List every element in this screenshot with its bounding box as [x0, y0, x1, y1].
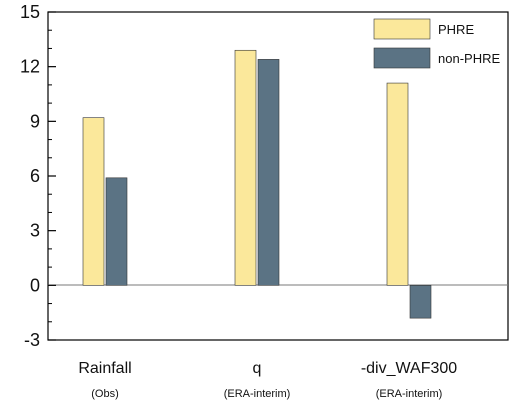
legend-swatch — [373, 18, 431, 40]
bar-non-phre-0 — [105, 177, 128, 286]
x-axis-labels: Rainfall (Obs) q (ERA-interim) -div_WAF300 (E… — [78, 360, 457, 400]
y-tick-label: 15 — [20, 2, 40, 22]
bar-phre-2 — [386, 82, 409, 286]
x-category-sublabel: (ERA-interim) — [376, 388, 443, 400]
y-tick-label: 0 — [30, 275, 40, 295]
x-category-label: -div_WAF300 — [361, 360, 457, 377]
x-category-sublabel: (ERA-interim) — [224, 388, 291, 400]
x-category-label: q — [253, 360, 262, 377]
legend-swatch — [373, 47, 431, 69]
legend: PHRE non-PHRE — [373, 18, 500, 69]
legend-label: non-PHRE — [438, 51, 500, 66]
bars-group — [82, 49, 432, 319]
bar-phre-0 — [82, 117, 105, 286]
y-tick-label: -3 — [24, 330, 40, 350]
bar-non-phre-1 — [257, 59, 280, 286]
y-tick-label: 6 — [30, 166, 40, 186]
bar-phre-1 — [234, 49, 257, 286]
x-category-label: Rainfall — [78, 360, 131, 377]
y-tick-label: 12 — [20, 57, 40, 77]
bar-non-phre-2 — [409, 285, 432, 319]
y-tick-label: 9 — [30, 111, 40, 131]
legend-label: PHRE — [438, 22, 474, 37]
x-category-sublabel: (Obs) — [91, 388, 119, 400]
y-tick-label: 3 — [30, 221, 40, 241]
y-axis: -3 0 3 6 9 12 15 — [20, 2, 56, 350]
